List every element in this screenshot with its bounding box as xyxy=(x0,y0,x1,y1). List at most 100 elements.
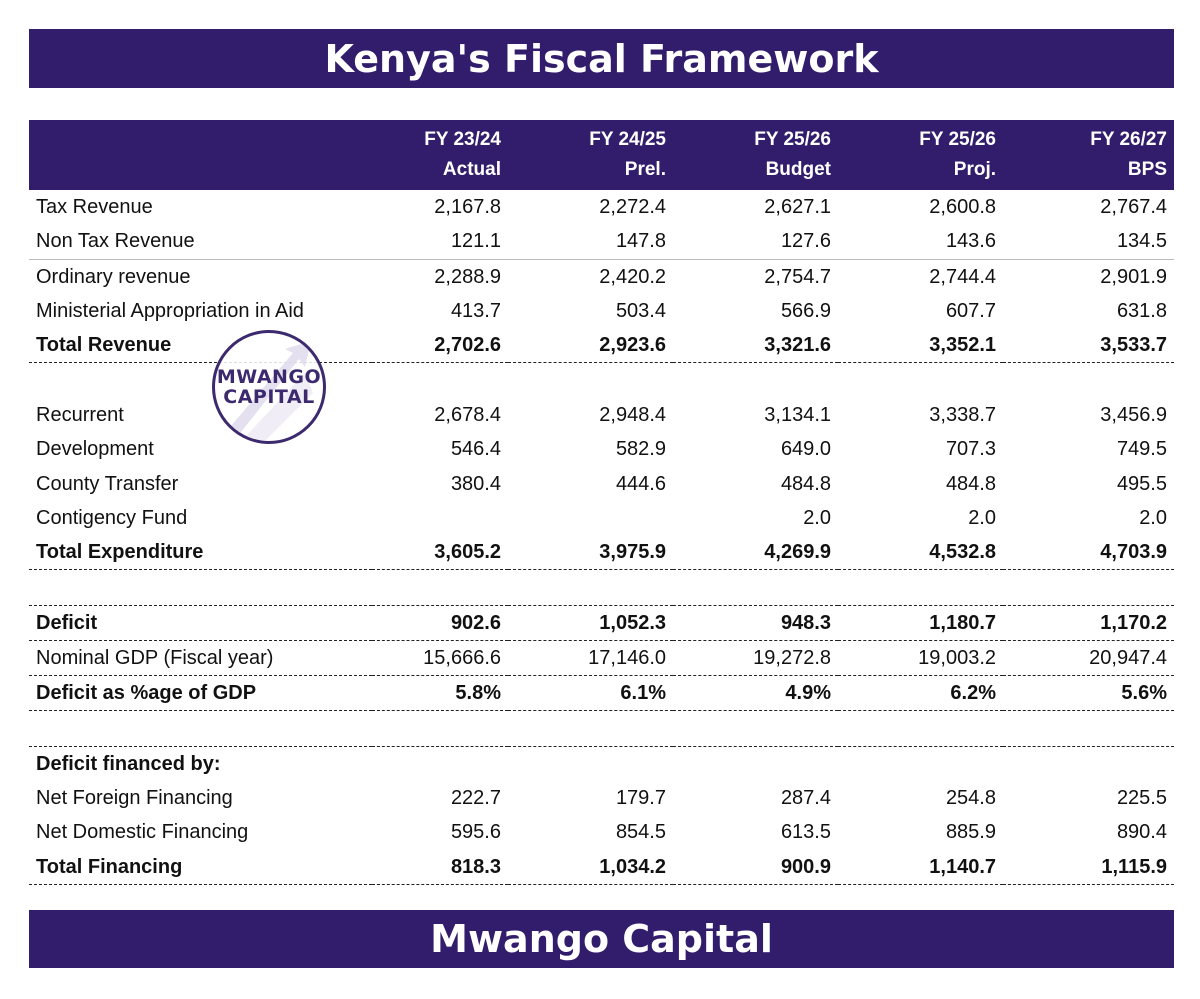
table-row: Development 546.4 582.9 649.0 707.3 749.5 xyxy=(29,432,1174,466)
table-row: Total Expenditure 3,605.2 3,975.9 4,269.9 4,… xyxy=(29,534,1174,571)
row-value: 19,003.2 xyxy=(838,640,1003,677)
row-value xyxy=(372,746,508,781)
row-value: 444.6 xyxy=(615,472,666,495)
row-label: Non Tax Revenue xyxy=(29,224,372,260)
column-type: BPS xyxy=(1127,159,1167,180)
column-year: FY 26/27 xyxy=(1090,129,1167,150)
column-year: FY 23/24 xyxy=(424,129,501,150)
row-value: 707.3 xyxy=(945,438,996,461)
row-value: 2,272.4 xyxy=(599,196,666,219)
row-value: 3,456.9 xyxy=(1100,403,1167,426)
row-value: 1,034.2 xyxy=(508,849,673,885)
row-value: 179.7 xyxy=(615,787,666,810)
row-value xyxy=(673,569,838,606)
header-row-types: Actual Prel. Budget Proj. BPS xyxy=(29,155,1174,190)
table-row: Deficit as %age of GDP 5.8% 6.1% 4.9% 6.2% 5.… xyxy=(29,675,1174,712)
row-value: 3,352.1 xyxy=(838,328,1003,364)
row-value: 2.0 xyxy=(968,506,996,529)
row-value: 818.3 xyxy=(372,849,508,885)
row-value: 2,627.1 xyxy=(764,196,831,219)
table-row: Total Revenue 2,702.6 2,923.6 3,321.6 3,352.… xyxy=(29,328,1174,364)
row-value xyxy=(372,710,508,747)
row-value: 4.9% xyxy=(673,675,838,712)
header-corner xyxy=(29,120,372,155)
row-label: Recurrent xyxy=(36,403,124,426)
row-label: Deficit xyxy=(29,605,372,641)
row-value xyxy=(838,363,1003,398)
row-label xyxy=(29,710,372,747)
logo-text-line2: CAPITAL xyxy=(223,386,315,408)
row-value: 2.0 xyxy=(803,506,831,529)
row-value: 15,666.6 xyxy=(372,640,508,677)
row-value xyxy=(1003,569,1174,606)
row-value: 2,702.6 xyxy=(372,328,508,364)
column-type: Prel. xyxy=(624,159,666,180)
row-value xyxy=(508,746,673,781)
row-value xyxy=(838,569,1003,606)
row-value: 4,532.8 xyxy=(838,534,1003,571)
row-label: Ordinary revenue xyxy=(36,265,191,288)
row-value: 143.6 xyxy=(838,224,1003,260)
table-row: Net Domestic Financing 595.6 854.5 613.5 885… xyxy=(29,815,1174,849)
row-value: 2,948.4 xyxy=(599,403,666,426)
row-value xyxy=(673,363,838,398)
row-value: 503.4 xyxy=(615,300,666,323)
row-value: 5.8% xyxy=(372,675,508,712)
mwango-capital-logo: MWANGO CAPITAL xyxy=(212,330,326,444)
header-corner xyxy=(29,155,372,190)
row-value: 566.9 xyxy=(780,300,831,323)
column-year: FY 25/26 xyxy=(919,129,996,150)
row-value: 3,975.9 xyxy=(508,534,673,571)
row-label: Tax Revenue xyxy=(36,196,153,219)
row-value xyxy=(508,501,673,535)
row-value: 20,947.4 xyxy=(1003,640,1174,677)
row-label: Total Financing xyxy=(29,849,372,885)
row-value xyxy=(1003,710,1174,747)
row-value: 607.7 xyxy=(945,300,996,323)
row-value: 127.6 xyxy=(673,224,838,260)
fiscal-framework-table: FY 23/24 FY 24/25 FY 25/26 FY 25/26 FY 2… xyxy=(29,120,1174,885)
row-value: 649.0 xyxy=(780,438,831,461)
row-value: 900.9 xyxy=(673,849,838,885)
row-value: 2,754.7 xyxy=(764,265,831,288)
row-value: 5.6% xyxy=(1003,675,1174,712)
row-value: 3,321.6 xyxy=(673,328,838,364)
row-value xyxy=(1003,363,1174,398)
row-value: 902.6 xyxy=(372,605,508,641)
row-value: 890.4 xyxy=(1116,821,1167,844)
table-row: County Transfer 380.4 444.6 484.8 484.8 495.5 xyxy=(29,466,1174,500)
row-label: Total Expenditure xyxy=(29,534,372,571)
row-label: County Transfer xyxy=(36,472,179,495)
row-value: 582.9 xyxy=(615,438,666,461)
header-row-years: FY 23/24 FY 24/25 FY 25/26 FY 25/26 FY 2… xyxy=(29,120,1174,155)
column-year: FY 24/25 xyxy=(589,129,666,150)
row-value: 1,170.2 xyxy=(1003,605,1174,641)
row-value xyxy=(1003,746,1174,781)
row-value: 6.2% xyxy=(838,675,1003,712)
row-label: Net Foreign Financing xyxy=(36,787,233,810)
row-value: 225.5 xyxy=(1116,787,1167,810)
row-value: 854.5 xyxy=(615,821,666,844)
row-value: 287.4 xyxy=(780,787,831,810)
row-value: 254.8 xyxy=(945,787,996,810)
row-value xyxy=(838,710,1003,747)
logo-text-line1: MWANGO xyxy=(216,366,322,388)
row-value: 4,703.9 xyxy=(1003,534,1174,571)
row-value: 1,140.7 xyxy=(838,849,1003,885)
table-row: Non Tax Revenue 121.1 147.8 127.6 143.6 134.5 xyxy=(29,224,1174,260)
row-value: 1,180.7 xyxy=(838,605,1003,641)
row-value xyxy=(372,363,508,398)
row-value: 2,288.9 xyxy=(434,265,501,288)
row-label: Development xyxy=(36,438,154,461)
row-value: 19,272.8 xyxy=(673,640,838,677)
row-label: Net Domestic Financing xyxy=(36,821,249,844)
table-row xyxy=(29,363,1174,398)
table-header: FY 23/24 FY 24/25 FY 25/26 FY 25/26 FY 2… xyxy=(29,120,1174,190)
row-value xyxy=(673,746,838,781)
table-body: Tax Revenue 2,167.8 2,272.4 2,627.1 2,600.8 2… xyxy=(29,190,1174,885)
row-value: 222.7 xyxy=(450,787,501,810)
row-value xyxy=(508,710,673,747)
row-value: 1,052.3 xyxy=(508,605,673,641)
table-row: Deficit financed by: xyxy=(29,746,1174,781)
row-value xyxy=(372,501,508,535)
